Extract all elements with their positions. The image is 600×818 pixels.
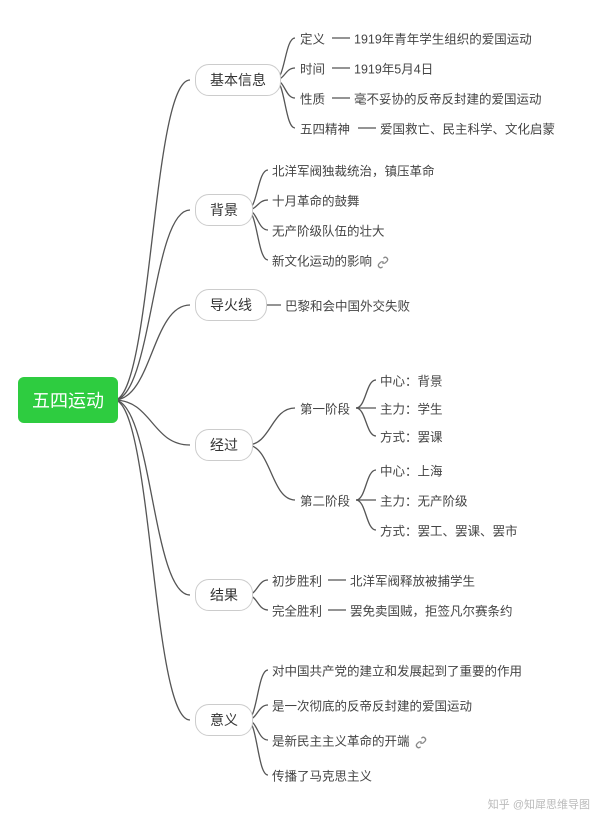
basic-leaf-0: 1919年青年学生组织的爱国运动	[354, 29, 532, 48]
basic-leaf-2: 毫不妥协的反帝反封建的爱国运动	[354, 89, 542, 108]
process-1-leaf-1: 主力：无产阶级	[380, 491, 468, 510]
branch-trigger: 导火线	[195, 289, 267, 321]
result-leaf-0: 北洋军阀释放被捕学生	[350, 571, 475, 590]
link-icon	[414, 735, 428, 749]
process-stage-0: 第一阶段	[300, 399, 350, 418]
branch-meaning: 意义	[195, 704, 253, 736]
branch-background: 背景	[195, 194, 253, 226]
basic-leaf-1: 1919年5月4日	[354, 59, 433, 78]
watermark: 知乎 @知犀思维导图	[488, 796, 590, 812]
basic-key-2: 性质	[300, 89, 325, 108]
process-0-leaf-1: 主力：学生	[380, 399, 443, 418]
background-leaf-0: 北洋军阀独裁统治，镇压革命	[272, 161, 435, 180]
process-0-leaf-2: 方式：罢课	[380, 427, 443, 446]
process-1-leaf-2: 方式：罢工、罢课、罢市	[380, 521, 518, 540]
basic-key-1: 时间	[300, 59, 325, 78]
background-leaf-3: 新文化运动的影响	[272, 251, 390, 270]
meaning-leaf-1: 是一次彻底的反帝反封建的爱国运动	[272, 696, 472, 715]
meaning-leaf-0: 对中国共产党的建立和发展起到了重要的作用	[272, 661, 522, 680]
branch-basic: 基本信息	[195, 64, 281, 96]
branch-process: 经过	[195, 429, 253, 461]
process-0-leaf-0: 中心：背景	[380, 371, 443, 390]
trigger-leaf: 巴黎和会中国外交失败	[285, 296, 410, 315]
process-1-leaf-0: 中心：上海	[380, 461, 443, 480]
result-key-1: 完全胜利	[272, 601, 322, 620]
basic-leaf-3: 爱国救亡、民主科学、文化启蒙	[380, 119, 555, 138]
meaning-leaf-2: 是新民主主义革命的开端	[272, 731, 428, 750]
background-leaf-2: 无产阶级队伍的壮大	[272, 221, 385, 240]
process-stage-1: 第二阶段	[300, 491, 350, 510]
result-key-0: 初步胜利	[272, 571, 322, 590]
meaning-leaf-3: 传播了马克思主义	[272, 766, 372, 785]
basic-key-0: 定义	[300, 29, 325, 48]
basic-key-3: 五四精神	[300, 119, 350, 138]
root-node: 五四运动	[18, 377, 118, 423]
branch-result: 结果	[195, 579, 253, 611]
result-leaf-1: 罢免卖国贼，拒签凡尔赛条约	[350, 601, 513, 620]
background-leaf-1: 十月革命的鼓舞	[272, 191, 360, 210]
link-icon	[376, 255, 390, 269]
